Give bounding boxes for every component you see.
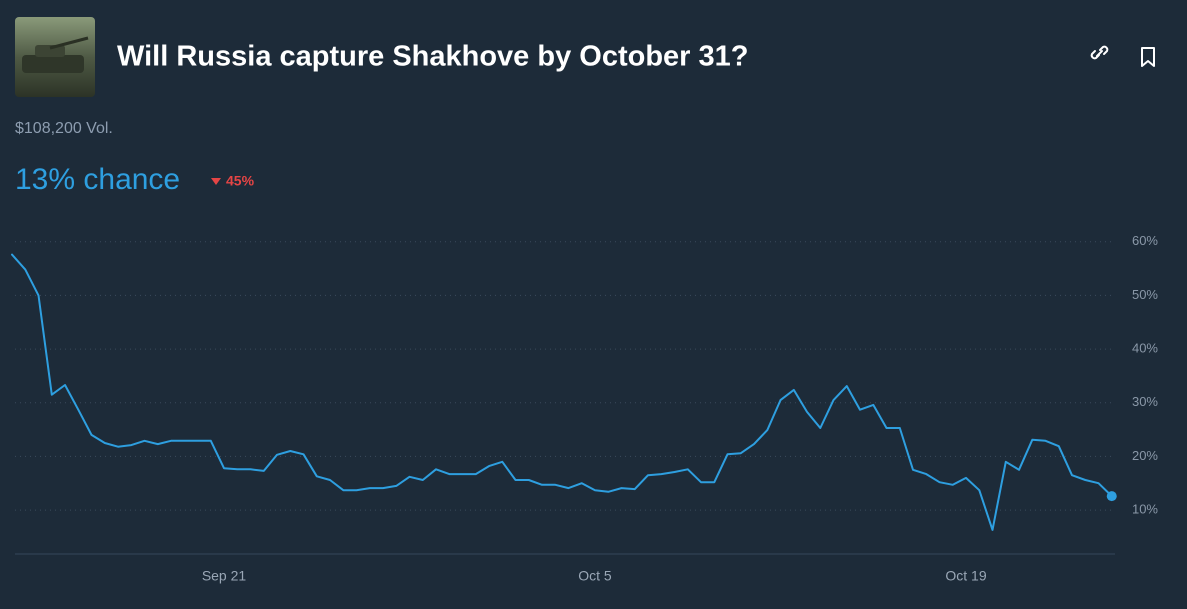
y-tick-label: 30% [1132,394,1158,409]
y-tick-label: 50% [1132,287,1158,302]
y-tick-label: 60% [1132,233,1158,248]
y-tick-label: 10% [1132,502,1158,517]
current-point [1106,491,1117,502]
x-tick-label: Oct 5 [578,568,612,584]
x-tick-label: Oct 19 [945,568,986,584]
change: 45% [226,173,255,189]
bookmark-button[interactable] [1141,47,1155,67]
y-tick-label: 20% [1132,448,1158,463]
volume: $108,200 Vol. [15,120,113,137]
chance: 13% chance [15,163,180,196]
thumbnail [15,17,95,97]
plot: 10% 20% 30% 40% 50% 60% Sep 21 Oct 5 Oct 19 [11,233,1158,584]
y-tick-label: 40% [1132,341,1158,356]
price-line [11,253,1113,531]
x-tick-label: Sep 21 [202,568,247,584]
share-link-button[interactable] [1090,45,1109,61]
down-arrow-icon [211,178,221,185]
market-title: Will Russia capture Shakhove by October … [117,41,749,73]
